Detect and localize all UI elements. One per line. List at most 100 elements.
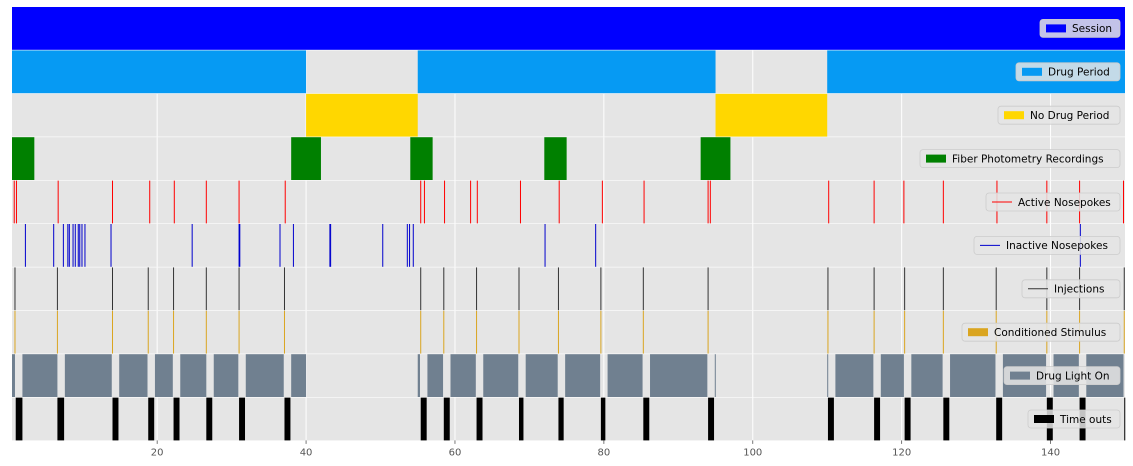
row-inactive-nosepokes: Inactive Nosepokes — [12, 224, 1125, 267]
x-axis: 20 40 60 80 100 120 140 — [151, 440, 1060, 458]
legend-conditioned-stimulus: Conditioned Stimulus — [961, 322, 1121, 342]
time-outs-interval — [827, 397, 834, 441]
legend-label: No Drug Period — [1030, 110, 1109, 122]
legend-session: Session — [1039, 18, 1121, 38]
legend-label: Inactive Nosepokes — [1006, 240, 1108, 252]
legend-label: Injections — [1054, 284, 1105, 296]
row-session: Session — [12, 7, 1125, 50]
legend-label: Session — [1072, 23, 1112, 35]
time-outs-interval — [518, 397, 524, 441]
session-interval — [12, 7, 1125, 50]
legend-active-nosepokes: Active Nosepokes — [985, 192, 1121, 212]
drug-light-on-interval — [650, 354, 708, 397]
row-drug-light-on: Drug Light On — [12, 354, 1125, 397]
legend-label: Time outs — [1059, 414, 1112, 426]
time-outs-interval — [904, 397, 911, 441]
legend-frame — [1015, 62, 1121, 82]
legend-handle — [1004, 111, 1024, 120]
drug-light-on-interval — [880, 354, 904, 397]
time-outs-interval — [284, 397, 291, 441]
time-outs-interval — [206, 397, 213, 441]
raster-rows: Session Drug Period No Drug Period Fiber Ph… — [12, 7, 1126, 441]
legend-frame — [973, 235, 1121, 255]
drug-light-on-interval — [180, 354, 207, 397]
drug-light-on-interval — [450, 354, 476, 397]
fiber-photometry-recordings-interval — [700, 137, 731, 180]
drug-light-on-interval — [714, 354, 716, 397]
row-drug-period: Drug Period — [12, 50, 1125, 94]
row-fiber-photometry-recordings: Fiber Photometry Recordings — [12, 137, 1125, 180]
x-tick-label: 20 — [151, 447, 164, 458]
time-outs-interval — [148, 397, 155, 441]
drug-light-on-interval — [245, 354, 284, 397]
drug-light-on-interval — [22, 354, 58, 397]
time-outs-interval — [1124, 397, 1126, 441]
time-outs-interval — [708, 397, 715, 441]
row-active-nosepokes: Active Nosepokes — [12, 180, 1125, 224]
legend-time-outs: Time outs — [1027, 409, 1121, 429]
time-outs-interval — [476, 397, 483, 441]
fiber-photometry-recordings-interval — [544, 137, 567, 180]
time-outs-interval — [420, 397, 427, 441]
legend-drug-light-on: Drug Light On — [1003, 366, 1121, 386]
drug-light-on-interval — [291, 354, 307, 397]
row-background — [12, 180, 1125, 224]
time-outs-interval — [874, 397, 881, 441]
legend-inactive-nosepokes: Inactive Nosepokes — [973, 235, 1121, 255]
legend-frame — [919, 149, 1121, 169]
drug-light-on-interval — [827, 354, 829, 397]
time-outs-interval — [643, 397, 650, 441]
drug-light-on-interval — [607, 354, 643, 397]
legend-frame — [1039, 18, 1121, 38]
x-tick-label: 140 — [1041, 447, 1060, 458]
drug-light-on-interval — [427, 354, 444, 397]
fiber-photometry-recordings-interval — [291, 137, 321, 180]
legend-frame — [1027, 409, 1121, 429]
row-background — [12, 93, 1125, 137]
legend-no-drug-period: No Drug Period — [997, 105, 1121, 125]
drug-light-on-interval — [12, 354, 15, 397]
time-outs-interval — [173, 397, 180, 441]
drug-light-on-interval — [835, 354, 874, 397]
legend-handle — [926, 154, 946, 163]
drug-light-on-interval — [417, 354, 420, 397]
time-outs-interval — [239, 397, 246, 441]
legend-frame — [985, 192, 1121, 212]
time-outs-interval — [15, 397, 23, 441]
legend-label: Drug Period — [1048, 67, 1110, 79]
legend-label: Active Nosepokes — [1018, 197, 1111, 209]
legend-frame — [997, 105, 1121, 125]
legend-label: Drug Light On — [1036, 370, 1110, 382]
x-tick-label: 80 — [597, 447, 610, 458]
x-tick-label: 120 — [892, 447, 911, 458]
legend-drug-period: Drug Period — [1015, 62, 1121, 82]
drug-light-on-interval — [911, 354, 943, 397]
no-drug-period-interval — [306, 93, 418, 137]
time-outs-interval — [558, 397, 564, 441]
legend-handle — [1010, 371, 1030, 380]
drug-light-on-interval — [525, 354, 558, 397]
legend-fiber-photometry-recordings: Fiber Photometry Recordings — [919, 149, 1121, 169]
legend-handle — [968, 328, 988, 337]
drug-light-on-interval — [154, 354, 173, 397]
drug-light-on-interval — [950, 354, 996, 397]
drug-period-interval — [417, 50, 716, 94]
row-background — [12, 267, 1125, 311]
x-tick-label: 40 — [300, 447, 313, 458]
row-no-drug-period: No Drug Period — [12, 93, 1125, 137]
legend-label: Conditioned Stimulus — [994, 327, 1106, 339]
time-outs-interval — [600, 397, 606, 441]
fiber-photometry-recordings-interval — [410, 137, 433, 180]
time-outs-interval — [112, 397, 119, 441]
drug-light-on-interval — [213, 354, 239, 397]
x-tick-label: 100 — [743, 447, 762, 458]
time-outs-interval — [943, 397, 950, 441]
no-drug-period-interval — [715, 93, 828, 137]
legend-frame — [1003, 366, 1121, 386]
x-tick-label: 60 — [449, 447, 462, 458]
legend-handle — [1022, 67, 1042, 76]
drug-light-on-interval — [119, 354, 148, 397]
drug-light-on-interval — [64, 354, 112, 397]
drug-period-interval — [12, 50, 307, 94]
row-time-outs: Time outs — [12, 397, 1126, 441]
